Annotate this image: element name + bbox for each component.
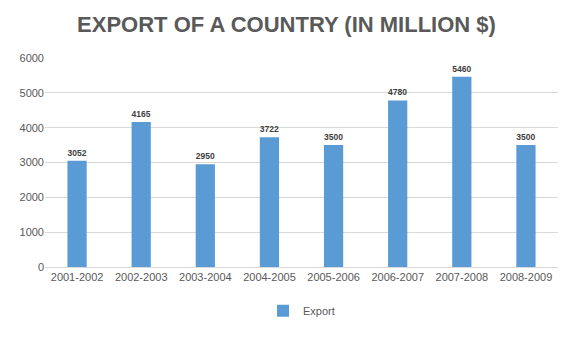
svg-text:EXPORT OF A COUNTRY (IN MILLIO: EXPORT OF A COUNTRY (IN MILLION $)	[77, 12, 496, 37]
svg-text:2001-2002: 2001-2002	[51, 271, 104, 283]
svg-text:4165: 4165	[132, 109, 151, 119]
svg-text:6000: 6000	[20, 52, 44, 64]
svg-text:2000: 2000	[20, 191, 44, 203]
svg-text:1000: 1000	[20, 226, 44, 238]
svg-text:3500: 3500	[324, 132, 343, 142]
svg-text:2004-2005: 2004-2005	[243, 271, 296, 283]
svg-text:2008-2009: 2008-2009	[500, 271, 553, 283]
svg-text:5460: 5460	[452, 64, 471, 74]
svg-text:2005-2006: 2005-2006	[307, 271, 360, 283]
svg-text:3000: 3000	[20, 156, 44, 168]
svg-text:3722: 3722	[260, 124, 279, 134]
svg-text:Export: Export	[303, 305, 335, 317]
svg-text:2002-2003: 2002-2003	[115, 271, 168, 283]
svg-text:0: 0	[38, 261, 44, 273]
svg-text:3500: 3500	[516, 132, 535, 142]
svg-text:3052: 3052	[67, 148, 86, 158]
svg-text:5000: 5000	[20, 87, 44, 99]
svg-text:4000: 4000	[20, 122, 44, 134]
svg-text:4780: 4780	[388, 87, 407, 97]
svg-text:2006-2007: 2006-2007	[371, 271, 424, 283]
svg-text:2950: 2950	[196, 151, 215, 161]
svg-text:2003-2004: 2003-2004	[179, 271, 232, 283]
svg-text:2007-2008: 2007-2008	[436, 271, 489, 283]
